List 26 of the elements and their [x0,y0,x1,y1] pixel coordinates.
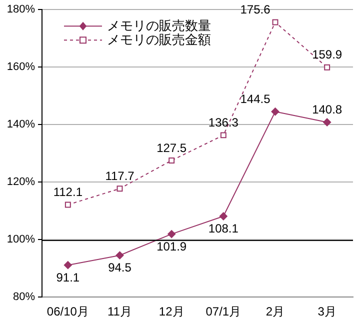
y-tick-label: 120% [6,176,36,188]
data-label: 91.1 [56,270,80,284]
x-tick-label: 12月 [158,304,184,319]
data-label: 159.9 [312,48,342,62]
x-tick-label: 06/10月 [46,304,89,319]
x-tick-label: 2月 [266,304,285,319]
y-tick-label: 100% [6,234,36,246]
y-tick-label: 160% [6,61,36,74]
data-label: 117.7 [105,168,135,183]
data-label: 175.6 [240,2,271,17]
x-tick-label: 3月 [318,304,336,319]
legend-label: メモリの販売数量 [107,18,211,34]
y-tick-label: 180% [6,4,36,16]
data-label: 101.9 [156,239,187,254]
y-tick-label: 140% [6,118,36,131]
data-label: 112.1 [53,185,83,200]
data-label: 94.5 [108,260,132,275]
x-tick-label: 11月 [108,304,132,319]
legend-label: メモリの販売金額 [107,32,211,48]
data-label: 108.1 [208,222,239,236]
x-tick-label: 07/1月 [206,304,242,319]
data-label: 144.5 [240,92,271,106]
data-label: 136.3 [208,116,239,130]
y-tick-label: 80% [12,291,36,304]
data-label: 127.5 [156,140,187,155]
data-label: 140.8 [312,102,342,117]
